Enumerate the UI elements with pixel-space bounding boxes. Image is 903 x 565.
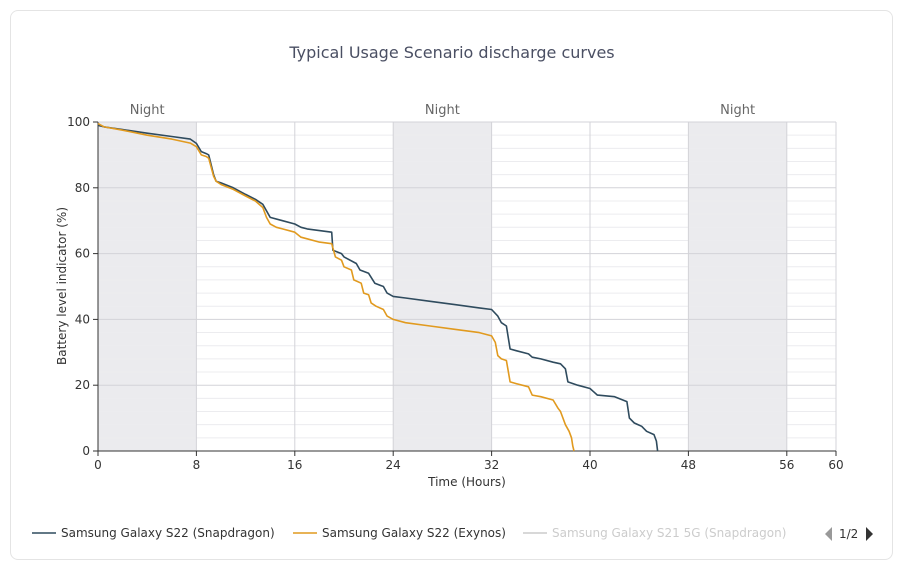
night-label-1: Night <box>425 103 460 118</box>
x-tick-label-0: 0 <box>94 458 102 472</box>
y-tick-label-80: 80 <box>75 181 90 195</box>
x-tick-label-16: 16 <box>287 458 302 472</box>
y-tick-label-100: 100 <box>67 115 90 129</box>
x-tick-label-32: 32 <box>484 458 499 472</box>
legend-item-2[interactable]: Samsung Galaxy S21 5G (Snapdragon) <box>552 526 786 540</box>
y-tick-label-40: 40 <box>75 312 90 326</box>
x-tick-label-8: 8 <box>193 458 201 472</box>
y-tick-label-0: 0 <box>82 444 90 458</box>
pager-label: 1/2 <box>839 527 858 541</box>
y-axis-label: Battery level indicator (%) <box>55 207 69 365</box>
night-label-0: Night <box>130 103 165 118</box>
legend-item-0[interactable]: Samsung Galaxy S22 (Snapdragon) <box>61 526 275 540</box>
grid-lines <box>98 121 837 452</box>
series-lines <box>97 122 659 452</box>
legend: Samsung Galaxy S22 (Snapdragon) Samsung G… <box>32 526 786 540</box>
x-tick-label-40: 40 <box>582 458 597 472</box>
night-bands: Night Night Night <box>98 103 787 451</box>
x-tick-label-48: 48 <box>681 458 696 472</box>
chart-title: Typical Usage Scenario discharge curves <box>288 43 614 62</box>
y-tick-label-60: 60 <box>75 247 90 261</box>
night-label-2: Night <box>720 103 755 118</box>
legend-item-1[interactable]: Samsung Galaxy S22 (Exynos) <box>322 526 506 540</box>
series-line-1 <box>97 122 575 452</box>
x-tick-label-60: 60 <box>828 458 843 472</box>
y-tick-label-20: 20 <box>75 378 90 392</box>
night-band-2 <box>688 122 787 451</box>
pager-prev-icon[interactable] <box>825 527 832 541</box>
axes: 0 8 16 24 32 40 48 56 60 0 20 40 60 80 100 <box>67 115 844 472</box>
x-axis-label: Time (Hours) <box>427 475 506 489</box>
pager-next-icon[interactable] <box>866 527 873 541</box>
x-tick-label-24: 24 <box>386 458 401 472</box>
x-tick-label-56: 56 <box>779 458 794 472</box>
legend-pager: 1/2 <box>825 527 873 541</box>
night-band-0 <box>98 122 197 451</box>
night-band-1 <box>393 122 492 451</box>
